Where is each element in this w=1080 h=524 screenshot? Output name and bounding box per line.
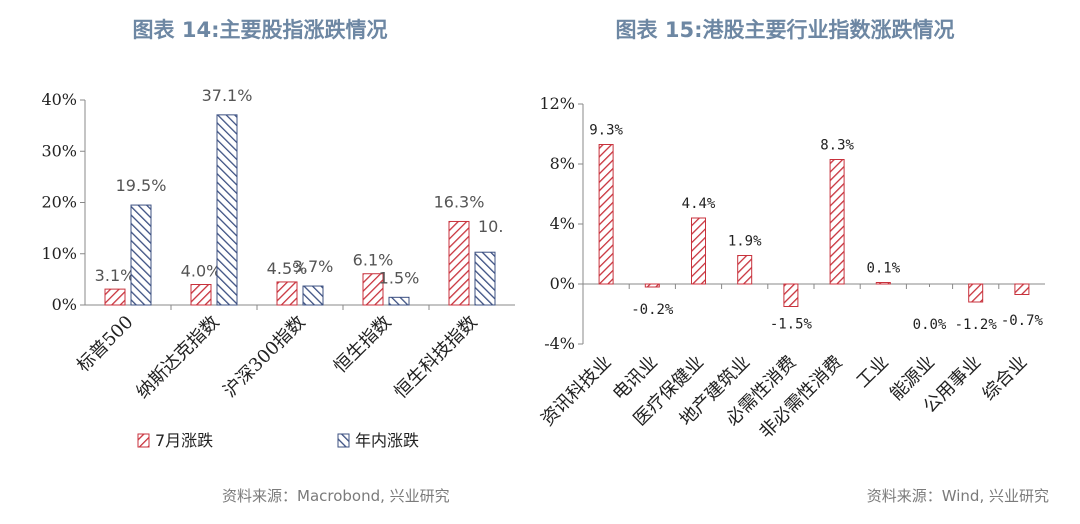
chart15-data-label: -1.2% bbox=[955, 317, 998, 333]
chart14-bar-july bbox=[190, 284, 212, 306]
chart14-data-label: 1.5% bbox=[379, 268, 420, 287]
chart14-data-label: 19.5% bbox=[116, 176, 167, 195]
chart15-bar bbox=[598, 144, 614, 285]
chart15-bar bbox=[691, 217, 706, 285]
chart14-data-label: 3.7% bbox=[293, 257, 334, 276]
chart-14-title: 图表 14:主要股指涨跌情况 bbox=[132, 18, 388, 42]
chart14-bar-ytd bbox=[130, 204, 152, 306]
chart15-bar bbox=[968, 283, 984, 303]
chart14-data-label: 10. bbox=[478, 217, 503, 236]
chart15-y-tick-label: 0% bbox=[550, 274, 575, 293]
chart15-y-tick-label: 8% bbox=[550, 154, 575, 173]
chart15-data-label: 1.9% bbox=[728, 234, 762, 250]
chart14-y-tick-label: 20% bbox=[41, 193, 77, 212]
legend-label-ytd: 年内涨跌 bbox=[355, 431, 419, 450]
chart14-category-label: 恒生指数 bbox=[330, 312, 396, 378]
chart14-y-tick-label: 10% bbox=[41, 244, 77, 263]
chart14-category-label: 标普500 bbox=[73, 312, 138, 377]
legend-label-july: 7月涨跌 bbox=[155, 431, 213, 450]
chart15-bar bbox=[783, 283, 799, 307]
chart14-category-label: 纳斯达克指数 bbox=[132, 312, 223, 403]
chart15-data-label: 4.4% bbox=[682, 196, 716, 212]
legend-swatch-july bbox=[137, 433, 150, 448]
chart15-data-label: -0.2% bbox=[631, 302, 674, 318]
chart15-category-label: 工业 bbox=[853, 352, 893, 392]
chart14-bar-ytd bbox=[474, 251, 496, 306]
chart14-data-label: 16.3% bbox=[434, 192, 485, 211]
chart14-bar-july bbox=[104, 288, 126, 306]
chart15-bar bbox=[875, 282, 891, 285]
chart14-data-label: 4.0% bbox=[181, 262, 222, 281]
chart14-category-label: 沪深300指数 bbox=[219, 312, 309, 402]
chart14-bar-ytd bbox=[216, 114, 238, 306]
chart15-bar bbox=[644, 283, 660, 288]
chart15-data-label: 0.1% bbox=[866, 261, 900, 277]
chart15-data-label: -0.7% bbox=[1001, 313, 1044, 329]
chart14-data-label: 6.1% bbox=[353, 251, 394, 270]
chart15-y-tick-label: 4% bbox=[550, 214, 575, 233]
chart-15-title: 图表 15:港股主要行业指数涨跌情况 bbox=[615, 18, 955, 42]
chart15-bar bbox=[737, 255, 753, 285]
chart15-data-label: 0.0% bbox=[913, 317, 947, 333]
chart14-bar-ytd bbox=[302, 285, 324, 306]
chart15-data-label: 8.3% bbox=[820, 138, 854, 154]
chart15-data-label: -1.5% bbox=[770, 317, 813, 333]
chart14-bar-july bbox=[448, 220, 470, 306]
chart14-y-tick-label: 30% bbox=[41, 141, 77, 160]
chart15-data-label: 9.3% bbox=[589, 123, 623, 139]
chart14-category-label: 恒生科技指数 bbox=[390, 312, 481, 403]
chart15-y-tick-label: 12% bbox=[539, 94, 575, 113]
chart15-bar bbox=[829, 159, 845, 285]
chart14-bar-july bbox=[362, 273, 384, 306]
chart14-y-tick-label: 0% bbox=[52, 295, 77, 314]
chart-15-source: 资料来源：Wind, 兴业研究 bbox=[866, 487, 1049, 505]
chart14-data-label: 37.1% bbox=[202, 86, 253, 105]
chart14-bar-july bbox=[276, 281, 298, 306]
chart14-data-label: 4.5% bbox=[267, 259, 308, 278]
chart15-bar bbox=[1014, 283, 1030, 295]
chart15-category-label: 资讯科技业 bbox=[537, 352, 615, 430]
chart15-category-label: 综合业 bbox=[978, 352, 1031, 405]
chart15-y-tick-label: -4% bbox=[544, 334, 575, 353]
chart14-bar-ytd bbox=[388, 296, 410, 306]
legend-swatch-ytd bbox=[337, 433, 350, 448]
chart14-data-label: 3.1% bbox=[95, 266, 136, 285]
chart-14-source: 资料来源：Macrobond, 兴业研究 bbox=[222, 487, 450, 505]
chart14-y-tick-label: 40% bbox=[41, 90, 77, 109]
